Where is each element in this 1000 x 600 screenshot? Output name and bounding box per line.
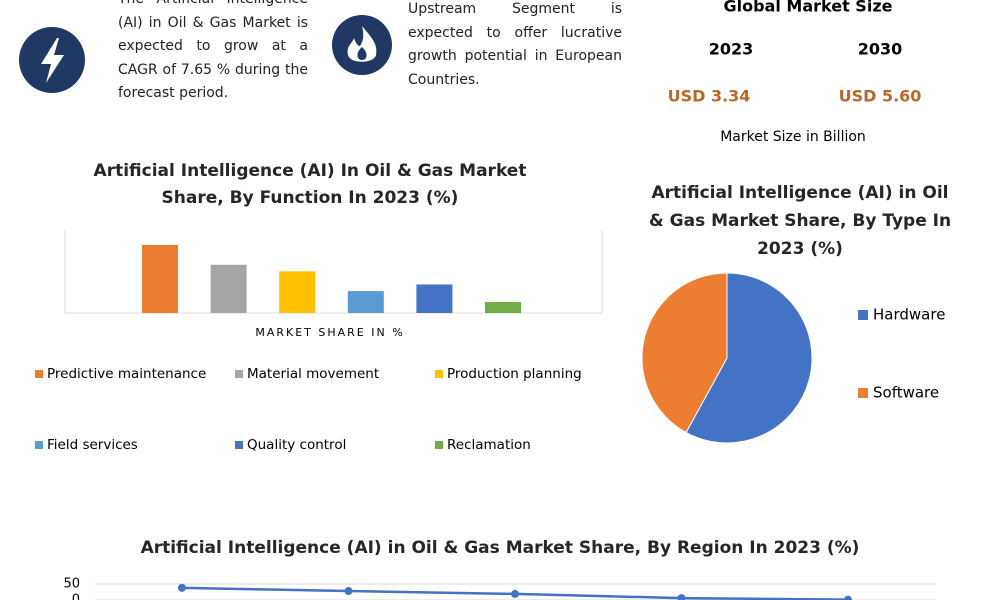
x-axis-label: MARKET SHARE IN %: [255, 326, 404, 339]
flame-icon: [347, 26, 377, 62]
line-point: [677, 594, 686, 600]
legend-swatch: [435, 370, 443, 378]
y-tick-label: 50: [63, 577, 80, 592]
market-value: USD 3.34: [668, 87, 751, 106]
segment-text: Upstream Segment is expected to offer lu…: [408, 1, 622, 88]
legend-label: Material movement: [247, 366, 379, 382]
legend-swatch: [858, 388, 868, 398]
bar: [210, 264, 247, 313]
legend-label: Quality control: [247, 437, 346, 453]
legend-swatch: [235, 370, 243, 378]
chart-title: Artificial Intelligence (AI) In Oil & Ga…: [93, 161, 527, 208]
pie-slice: [641, 272, 728, 434]
pie-slice: [685, 272, 813, 444]
growth-text: The Artificial Intelligence (AI) in Oil …: [118, 0, 308, 101]
bar: [279, 271, 316, 313]
legend-swatch: [435, 441, 443, 449]
chart-title: Artificial Intelligence (AI) in Oil & Ga…: [648, 183, 952, 259]
bar: [347, 291, 384, 313]
lightning-icon: [41, 38, 64, 83]
line-point: [344, 587, 353, 596]
legend-label: Field services: [47, 437, 138, 453]
legend-label: Reclamation: [447, 437, 531, 453]
bar: [416, 284, 453, 313]
legend-swatch: [858, 310, 868, 320]
legend-label: Predictive maintenance: [47, 366, 206, 382]
line-point: [844, 595, 852, 600]
legend-label: Hardware: [873, 306, 945, 324]
market-value: USD 5.60: [839, 87, 922, 106]
legend-swatch: [35, 441, 43, 449]
legend-label: Production planning: [447, 366, 582, 382]
legend-swatch: [235, 441, 243, 449]
bar: [485, 302, 521, 313]
market-size-title: Global Market Size: [724, 0, 893, 16]
line-point: [178, 583, 186, 592]
flame-inner: [357, 47, 367, 60]
year: 2023: [709, 40, 754, 59]
legend-swatch: [35, 370, 43, 378]
bar: [142, 245, 178, 313]
chart-title: Artificial Intelligence (AI) in Oil & Ga…: [141, 538, 860, 558]
legend-label: Software: [873, 384, 939, 402]
y-tick-label: 0: [72, 593, 80, 600]
year: 2030: [858, 40, 903, 59]
line-point: [511, 589, 519, 598]
market-unit: Market Size in Billion: [720, 129, 866, 145]
